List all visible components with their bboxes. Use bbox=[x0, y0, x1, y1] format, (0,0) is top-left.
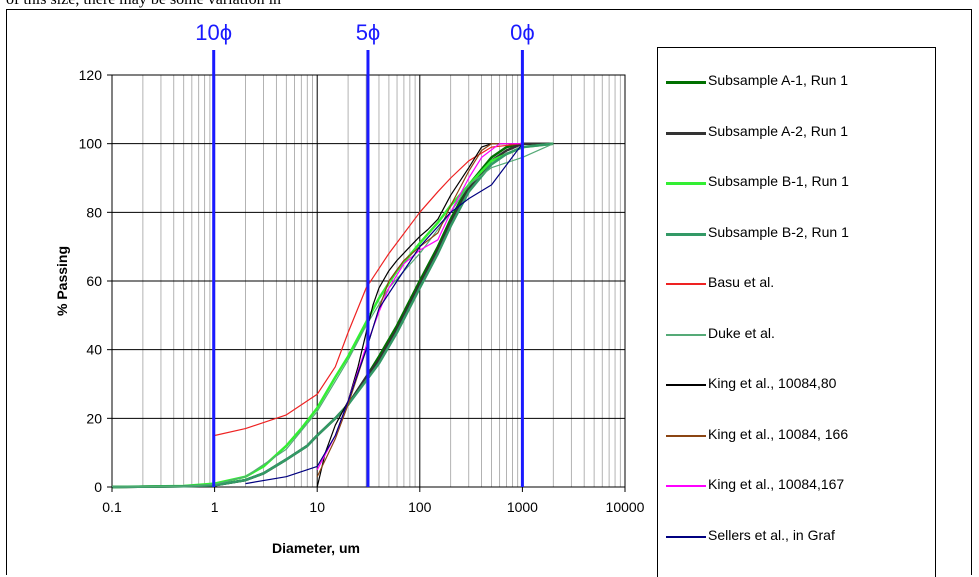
y-tick-label: 0 bbox=[94, 479, 102, 495]
legend-item: Subsample A-1, Run 1 bbox=[666, 72, 936, 92]
x-tick-label: 100 bbox=[408, 499, 432, 515]
legend-label: Subsample A-1, Run 1 bbox=[708, 72, 849, 88]
legend-swatch bbox=[666, 182, 706, 185]
series-line-10 bbox=[245, 143, 523, 485]
series-line-3 bbox=[111, 142, 554, 489]
header-text: of this size, there may be some variatio… bbox=[6, 0, 281, 9]
x-tick-label: 1 bbox=[211, 499, 219, 515]
legend-swatch bbox=[666, 384, 706, 386]
chart-frame bbox=[6, 9, 972, 575]
legend-item: King et al., 10084,167 bbox=[666, 476, 936, 496]
y-tick-label: 100 bbox=[79, 136, 103, 152]
legend-swatch bbox=[666, 535, 706, 538]
x-tick-label: 10000 bbox=[606, 499, 645, 515]
legend-swatch bbox=[666, 333, 706, 336]
phi-marker-label: 10ϕ bbox=[195, 20, 232, 45]
legend-label: King et al., 10084,167 bbox=[708, 476, 845, 492]
series-line-1 bbox=[111, 142, 554, 489]
legend-swatch bbox=[666, 131, 706, 135]
y-tick-label: 20 bbox=[86, 410, 102, 426]
x-axis-title: Diameter, um bbox=[272, 540, 360, 556]
y-tick-label: 60 bbox=[86, 273, 102, 289]
legend-label: Subsample B-1, Run 1 bbox=[708, 173, 849, 189]
y-tick-label: 120 bbox=[79, 67, 103, 83]
legend-item: Sellers et al., in Graf bbox=[666, 527, 936, 547]
legend-label: Subsample B-2, Run 1 bbox=[708, 223, 849, 240]
phi-markers: 10ϕ 5ϕ 0ϕ bbox=[195, 20, 535, 487]
series-line-5 bbox=[214, 143, 523, 437]
legend-swatch bbox=[666, 283, 706, 285]
phi-marker-label: 0ϕ bbox=[510, 20, 535, 45]
legend-item: Duke et al. bbox=[666, 325, 936, 345]
legend-label: King et al., 10084, 166 bbox=[708, 425, 849, 442]
series-line-2 bbox=[111, 142, 554, 489]
phi-marker-label: 5ϕ bbox=[356, 20, 381, 45]
legend-swatch bbox=[666, 232, 706, 236]
legend-item: Subsample B-1, Run 1 bbox=[666, 173, 936, 193]
y-axis-title: % Passing bbox=[54, 246, 70, 316]
series-line-6 bbox=[111, 143, 554, 488]
series-line-8 bbox=[316, 143, 523, 477]
legend-item: King et al., 10084, 166 bbox=[666, 426, 936, 446]
legend-item: King et al., 10084,80 bbox=[666, 375, 936, 395]
legend-label: Duke et al. bbox=[708, 324, 775, 341]
legend-label: Basu et al. bbox=[708, 274, 775, 290]
legend-item: Subsample B-2, Run 1 bbox=[666, 224, 936, 244]
series-line-4 bbox=[111, 142, 554, 489]
y-tick-label: 80 bbox=[86, 204, 102, 220]
legend-label: Subsample A-2, Run 1 bbox=[708, 122, 849, 139]
y-tick-label: 40 bbox=[86, 342, 102, 358]
legend-label: Sellers et al., in Graf bbox=[708, 526, 835, 543]
legend-label: King et al., 10084,80 bbox=[708, 375, 837, 391]
x-tick-label: 10 bbox=[309, 499, 325, 515]
legend-item: Basu et al. bbox=[666, 274, 936, 294]
tick-labels: 0.1 1 10 100 1000 10000 0 20 40 60 80 100 120 bbox=[79, 67, 645, 515]
x-tick-label: 1000 bbox=[507, 499, 538, 515]
legend-item: Subsample A-2, Run 1 bbox=[666, 123, 936, 143]
legend-swatch bbox=[666, 81, 706, 84]
x-tick-label: 0.1 bbox=[102, 499, 122, 515]
legend-swatch bbox=[666, 434, 706, 437]
legend-swatch bbox=[666, 485, 706, 487]
legend: Subsample A-1, Run 1 Subsample A-2, Run 1… bbox=[657, 47, 936, 577]
series-layer bbox=[111, 142, 554, 489]
